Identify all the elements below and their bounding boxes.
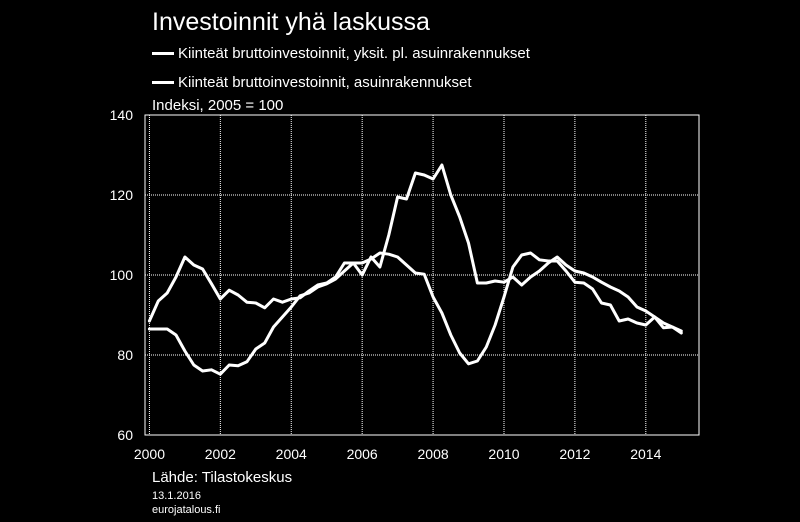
legend-line-icon <box>152 80 174 84</box>
site-note: eurojatalous.fi <box>152 504 221 516</box>
x-tick-label: 2006 <box>347 446 378 462</box>
date-note: 13.1.2016 <box>152 490 201 502</box>
plot-area-frame <box>144 114 700 436</box>
x-tick-label: 2002 <box>205 446 236 462</box>
x-tick-label: 2000 <box>134 446 165 462</box>
y-tick-label: 80 <box>117 347 133 363</box>
x-tick-label: 2014 <box>630 446 661 462</box>
x-tick-label: 2008 <box>418 446 449 462</box>
unit-label: Indeksi, 2005 = 100 <box>152 97 284 114</box>
source-note: Lähde: Tilastokeskus <box>152 469 293 486</box>
y-tick-label: 120 <box>110 187 134 203</box>
legend-item-residential: Kiinteät bruttoinvestoinnit, asuinrakenn… <box>152 72 472 92</box>
x-tick-label: 2012 <box>559 446 590 462</box>
y-tick-label: 60 <box>117 427 133 443</box>
x-tick-label: 2010 <box>488 446 519 462</box>
y-tick-label: 140 <box>110 107 134 123</box>
legend-label: Kiinteät bruttoinvestoinnit, yksit. pl. … <box>178 44 530 62</box>
legend-item-non-residential: Kiinteät bruttoinvestoinnit, yksit. pl. … <box>152 43 530 63</box>
legend-line-icon <box>152 51 174 55</box>
legend-label: Kiinteät bruttoinvestoinnit, asuinrakenn… <box>178 73 472 91</box>
y-tick-label: 100 <box>110 267 134 283</box>
x-tick-label: 2004 <box>276 446 307 462</box>
chart-title: Investoinnit yhä laskussa <box>152 8 430 36</box>
series-line-1 <box>147 251 683 376</box>
series-line-2 <box>147 163 683 335</box>
